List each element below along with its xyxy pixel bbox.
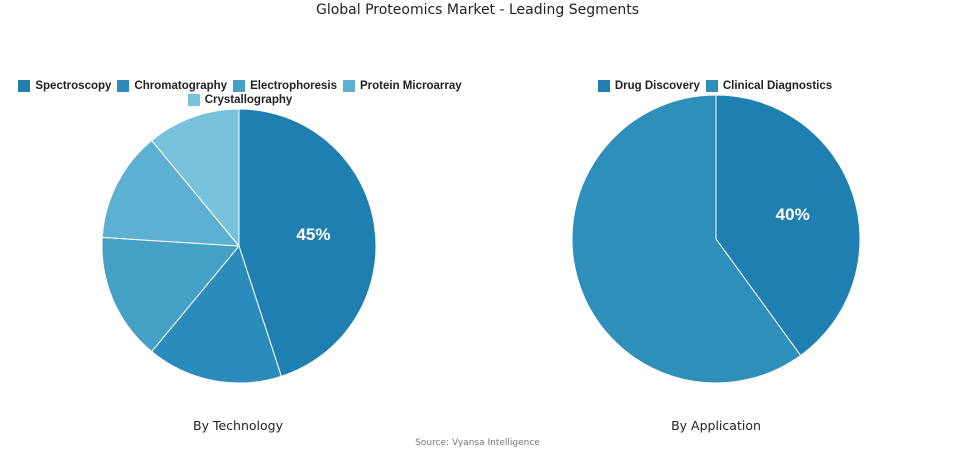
chart-title: Global Proteomics Market - Leading Segme…: [315, 2, 640, 18]
legend-label: Spectroscopy: [35, 80, 112, 92]
legend-item-electrophoresis: Electrophoresis: [233, 80, 337, 92]
pie-slice-electrophoresis: [101, 236, 241, 353]
legend-swatch: [343, 80, 355, 92]
pie-slice-drug-discovery: [715, 94, 861, 357]
legend-technology: Spectroscopy Chromatography Electrophoresi…: [15, 80, 465, 106]
legend-swatch: [597, 80, 610, 92]
legend-item-clinical-diagnostics: Clinical Diagnostics: [705, 80, 833, 92]
legend-label: Protein Microarray: [360, 80, 462, 92]
legend-label: Chromatography: [134, 80, 228, 92]
subtitle-application: By Application: [671, 418, 761, 433]
pie-slice-crystallography: [150, 108, 240, 248]
legend-label: Crystallography: [204, 94, 293, 106]
legend-swatch: [18, 80, 31, 92]
pie-slice-spectroscopy: [238, 108, 377, 377]
source-note: Source: Vyansa Intelligence: [415, 438, 540, 448]
data-label: 45%: [296, 225, 330, 244]
legend-item-protein-microarray: Protein Microarray: [343, 80, 462, 92]
legend-swatch: [117, 80, 130, 92]
legend-swatch: [187, 94, 200, 106]
pie-slice-chromatography: [150, 244, 282, 384]
pie-slice-protein-microarray: [101, 139, 241, 247]
legend-application: Drug Discovery Clinical Diagnostics: [490, 80, 940, 92]
pie-slice-clinical-diagnostics: [571, 94, 802, 384]
legend-label: Electrophoresis: [250, 80, 337, 92]
data-label: 40%: [776, 205, 810, 224]
legend-item-spectroscopy: Spectroscopy: [18, 80, 111, 92]
legend-item-crystallography: Crystallography: [187, 94, 293, 106]
legend-label: Drug Discovery: [614, 80, 700, 92]
legend-item-chromatography: Chromatography: [117, 80, 227, 92]
legend-swatch: [705, 80, 718, 92]
subtitle-technology: By Technology: [193, 418, 283, 433]
legend-label: Clinical Diagnostics: [722, 80, 833, 92]
legend-swatch: [233, 80, 246, 92]
legend-item-drug-discovery: Drug Discovery: [597, 80, 700, 92]
